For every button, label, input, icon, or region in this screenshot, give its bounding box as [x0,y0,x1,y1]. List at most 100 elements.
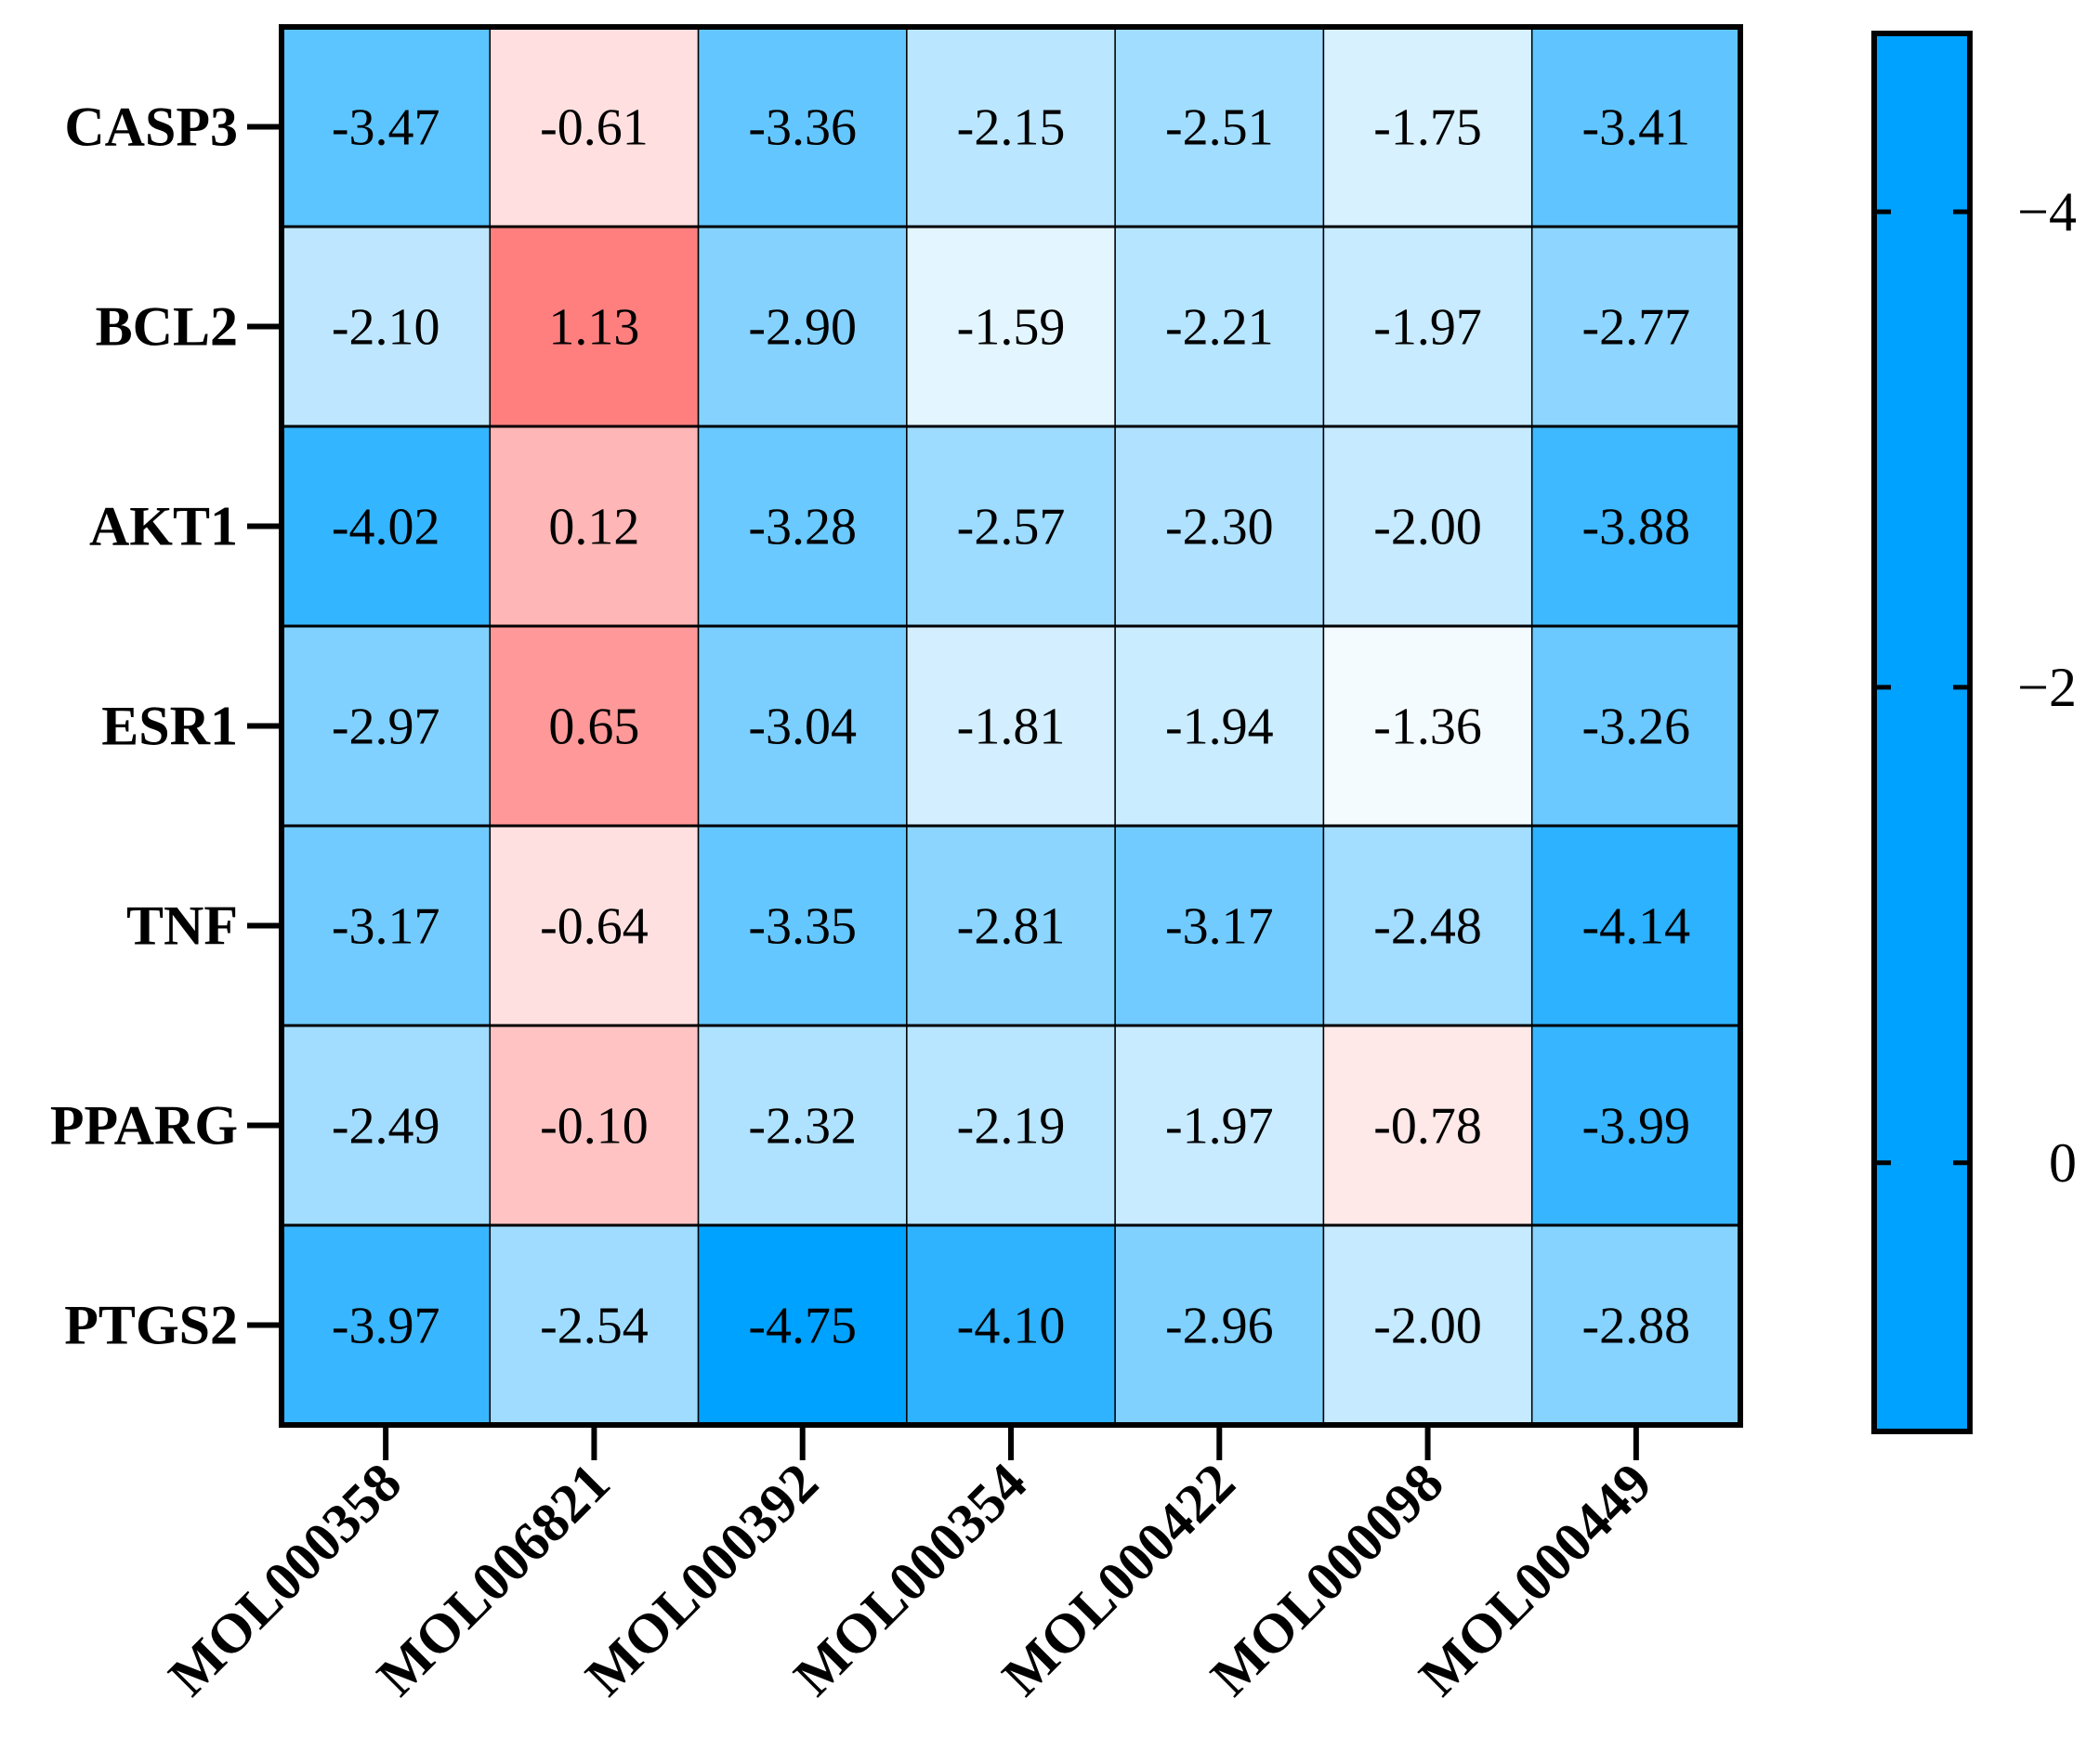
cell-value-label: -2.48 [1373,898,1482,956]
heatmap-cell [489,1224,700,1426]
heatmap-cell [1530,1025,1741,1226]
cell-value-label: -3.97 [332,1298,440,1355]
heatmap-cell [1114,226,1325,427]
cell-value-label: -2.81 [957,898,1066,956]
cell-value-label: -3.28 [748,499,857,556]
heatmap-cell [697,425,908,627]
cell-value-label: -1.81 [957,699,1066,756]
cell-value-label: -0.61 [540,99,649,157]
heatmap-cell [281,26,492,228]
cell-value-label: 0.12 [548,499,639,556]
y-tick-label: PTGS2 [64,1295,238,1356]
heatmap-cells: -3.47 -0.61 -3.36 -2.15 -2.51 -1.75 -3.41 -2.10… [281,26,1741,1426]
heatmap-cell [1530,625,1741,827]
y-tick-label: AKT1 [89,496,238,557]
heatmap-cell [1322,825,1533,1026]
heatmap-cell [281,1224,492,1426]
cell-value-label: -3.35 [748,898,857,956]
heatmap-cell [697,226,908,427]
y-tick-label: PPARG [50,1095,238,1156]
heatmap-cell [281,1025,492,1226]
y-tick-label: CASP3 [64,97,238,158]
cell-value-label: -4.75 [748,1298,857,1355]
heatmap-cell [489,26,700,228]
cell-value-label: -2.49 [332,1098,440,1156]
heatmap-cell [1114,1224,1325,1426]
heatmap-cell [489,1025,700,1226]
heatmap-cell [1114,1025,1325,1226]
cell-value-label: -2.88 [1582,1298,1691,1355]
cell-value-label: -3.99 [1582,1098,1691,1156]
heatmap-cell [1114,425,1325,627]
cell-value-label: 1.13 [548,299,639,357]
cell-value-label: -2.00 [1373,499,1482,556]
cell-value-label: -2.97 [332,699,440,756]
colorbar-tick-label: −4 [2017,181,2077,242]
cell-value-label: -2.21 [1165,299,1274,357]
heatmap-cell [1322,26,1533,228]
heatmap-cell [697,1224,908,1426]
cell-value-label: -2.10 [332,299,440,357]
cell-value-label: -2.90 [748,299,857,357]
colorbar: −4 −2 0 [1871,31,2077,1434]
cell-value-label: -0.64 [540,898,649,956]
cell-value-label: -2.32 [748,1098,857,1156]
cell-value-label: -2.30 [1165,499,1274,556]
cell-value-label: -3.04 [748,699,857,756]
heatmap-cell [906,1025,1116,1226]
heatmap-cell [697,825,908,1026]
cell-value-label: -1.59 [957,299,1066,357]
heatmap-cell [1530,825,1741,1026]
y-tick-label: TNF [126,895,238,957]
cell-value-label: -1.94 [1165,699,1274,756]
heatmap-cell [697,1025,908,1226]
heatmap-cell [906,26,1116,228]
heatmap-cell [1530,425,1741,627]
colorbar-gradient [1871,31,1973,1434]
cell-value-label: -2.54 [540,1298,649,1355]
heatmap-cell [281,226,492,427]
cell-value-label: -2.96 [1165,1298,1274,1355]
cell-value-label: -2.51 [1165,99,1274,157]
cell-value-label: -2.77 [1582,299,1691,357]
heatmap-cell [906,1224,1116,1426]
heatmap-cell [1530,1224,1741,1426]
cell-value-label: -3.88 [1582,499,1691,556]
heatmap-cell [1114,26,1325,228]
cell-value-label: -3.26 [1582,699,1691,756]
heatmap-cell [906,625,1116,827]
heatmap-cell [489,425,700,627]
cell-value-label: -3.17 [332,898,440,956]
y-tick-label: ESR1 [101,696,238,757]
heatmap-cell [1322,226,1533,427]
cell-value-label: -2.19 [957,1098,1066,1156]
y-tick-label: BCL2 [96,296,238,358]
cell-value-label: -1.97 [1373,299,1482,357]
cell-value-label: -3.41 [1582,99,1691,157]
cell-value-label: 0.65 [548,699,639,756]
cell-value-label: -4.10 [957,1298,1066,1355]
colorbar-tick-label: 0 [2049,1132,2077,1194]
cell-value-label: -0.10 [540,1098,649,1156]
heatmap-cell [1322,425,1533,627]
cell-value-label: -2.00 [1373,1298,1482,1355]
cell-value-label: -0.78 [1373,1098,1482,1156]
heatmap-cell [906,425,1116,627]
heatmap-cell [1530,26,1741,228]
heatmap-cell [489,625,700,827]
cell-value-label: -3.47 [332,99,440,157]
cell-value-label: -3.36 [748,99,857,157]
cell-value-label: -2.57 [957,499,1066,556]
cell-value-label: -2.15 [957,99,1066,157]
cell-value-label: -1.36 [1373,699,1482,756]
cell-value-label: -1.97 [1165,1098,1274,1156]
heatmap-cell [281,425,492,627]
heatmap-cell [281,825,492,1026]
cell-value-label: -4.02 [332,499,440,556]
heatmap-cell [1322,625,1533,827]
cell-value-label: -4.14 [1582,898,1691,956]
cell-value-label: -1.75 [1373,99,1482,157]
heatmap-cell [1322,1224,1533,1426]
colorbar-tick-label: −2 [2017,657,2077,718]
